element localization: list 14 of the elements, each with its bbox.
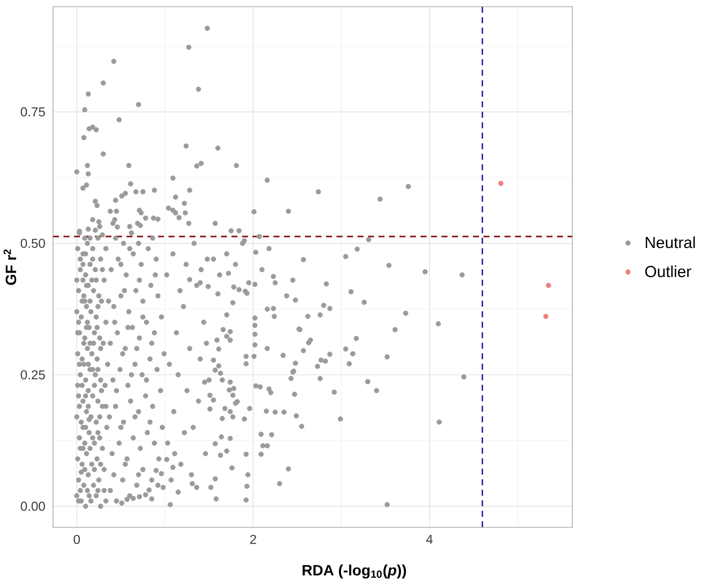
- point: [543, 314, 548, 319]
- y-tick-label: 0.50: [20, 238, 45, 248]
- y-tick-label: 0.00: [20, 502, 45, 511]
- point: [546, 282, 552, 288]
- x-tick-label: 0: [74, 534, 80, 544]
- y-tick-label: 0.25: [20, 370, 45, 380]
- x-tick-label: 4: [426, 534, 433, 544]
- y-axis-title: GF r$^{2}$: [4, 249, 16, 285]
- y-tick-label: 0.75: [20, 107, 45, 116]
- x-tick-label: 2: [250, 534, 256, 544]
- x-axis-title: RDA (-log$_{10}$(p)): [302, 564, 406, 579]
- legend-label: Outlier: [645, 266, 692, 278]
- legend-label: Neutral: [646, 236, 695, 248]
- point: [498, 180, 504, 186]
